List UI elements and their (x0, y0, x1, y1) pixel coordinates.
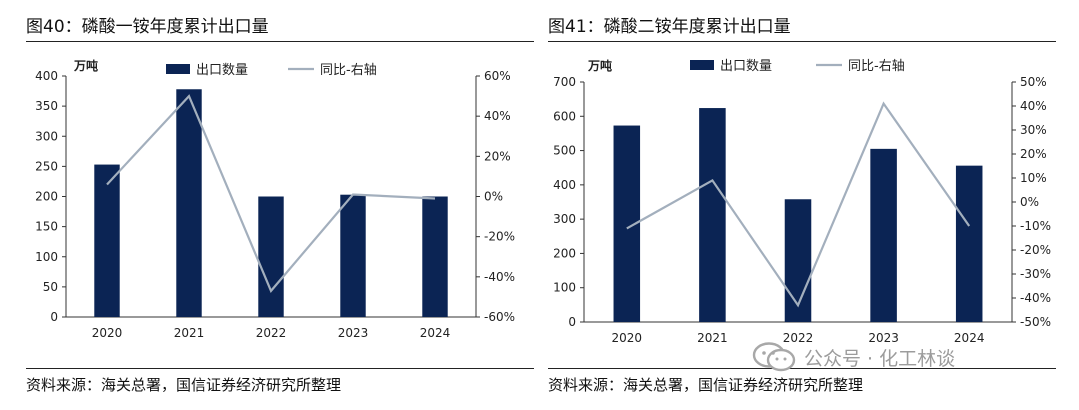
y-left-tick-label: 400 (35, 69, 58, 83)
title-divider (26, 41, 534, 42)
source-divider (548, 368, 1056, 369)
y-right-tick-label: -60% (484, 310, 515, 324)
title-divider (548, 41, 1056, 42)
unit-label: 万吨 (587, 58, 612, 73)
y-right-tick-label: -20% (484, 230, 515, 244)
y-left-tick-label: 200 (35, 190, 58, 204)
legend-line-label: 同比-右轴 (848, 59, 905, 74)
x-tick-label: 2024 (954, 331, 985, 345)
y-left-tick-label: 100 (35, 250, 58, 264)
x-tick-label: 2020 (612, 331, 643, 345)
x-tick-label: 2023 (868, 331, 899, 345)
y-left-tick-label: 50 (43, 280, 58, 294)
figure-source: 资料来源：海关总署，国信证券经济研究所整理 (548, 376, 864, 394)
x-tick-label: 2020 (92, 326, 123, 340)
export-chart-map: 万吨 0 50 100 150 200 250 300 350 400 -60% -40% -20% 0%… (35, 58, 515, 340)
unit-label: 万吨 (73, 58, 98, 73)
bar-2024 (422, 196, 448, 317)
y-right-tick-label: 20% (1020, 147, 1047, 161)
y-left-tick-label: 400 (553, 178, 576, 192)
legend-line-label: 同比-右轴 (320, 63, 377, 78)
y-right-tick-label: 0% (484, 190, 503, 204)
y-left-tick-label: 500 (553, 144, 576, 158)
bar-2021 (699, 108, 726, 322)
x-tick-label: 2021 (697, 331, 728, 345)
source-divider (26, 368, 534, 369)
y-left-tick-label: 700 (553, 75, 576, 89)
y-right-tick-label: -10% (1020, 219, 1051, 233)
legend-bar-swatch (166, 64, 190, 74)
y-right-tick-label: 40% (1020, 99, 1047, 113)
figure-40: 图40：磷酸一铵年度累计出口量 万吨 0 50 100 150 200 250 300 350 4… (26, 0, 534, 410)
y-right-tick-label: 60% (484, 69, 511, 83)
bar-2022 (784, 199, 812, 322)
figure-title: 图40：磷酸一铵年度累计出口量 (26, 17, 269, 37)
x-tick-label: 2021 (174, 326, 205, 340)
y-right-tick-label: -40% (1020, 291, 1051, 305)
bar-2021 (176, 89, 202, 317)
bar-2023 (340, 194, 366, 317)
y-right-tick-label: 10% (1020, 171, 1047, 185)
legend-bar-label: 出口数量 (196, 63, 248, 78)
y-right-tick-label: -30% (1020, 267, 1051, 281)
legend-bar-label: 出口数量 (720, 59, 772, 74)
y-left-tick-label: 0 (50, 310, 58, 324)
y-right-tick-label: -20% (1020, 243, 1051, 257)
y-right-tick-label: 30% (1020, 123, 1047, 137)
y-right-tick-label: 0% (1020, 195, 1039, 209)
y-right-tick-label: 20% (484, 149, 511, 163)
y-left-tick-label: 0 (568, 315, 576, 329)
y-left-tick-label: 300 (553, 212, 576, 226)
export-chart-dap: 万吨 0 100 200 300 400 500 600 700 -50% -40% -30% -20%… (553, 58, 1051, 345)
bar-2020 (94, 164, 120, 317)
x-tick-label: 2023 (338, 326, 369, 340)
legend-bar-swatch (690, 60, 714, 70)
y-left-tick-label: 100 (553, 281, 576, 295)
bar-2023 (870, 148, 897, 322)
y-right-tick-label: 40% (484, 109, 511, 123)
y-left-tick-label: 300 (35, 129, 58, 143)
y-left-tick-label: 250 (35, 159, 58, 173)
figure-source: 资料来源：海关总署，国信证券经济研究所整理 (26, 376, 342, 394)
x-tick-label: 2024 (420, 326, 451, 340)
y-right-tick-label: -50% (1020, 315, 1051, 329)
bar-2024 (955, 165, 983, 322)
figure-41: 图41：磷酸二铵年度累计出口量 万吨 0 100 200 300 400 500 600 700… (548, 0, 1056, 410)
wechat-icon (752, 342, 796, 372)
y-left-tick-label: 600 (553, 109, 576, 123)
x-tick-label: 2022 (783, 331, 814, 345)
y-left-tick-label: 350 (35, 99, 58, 113)
y-left-tick-label: 150 (35, 220, 58, 234)
y-right-tick-label: 50% (1020, 75, 1047, 89)
figure-title: 图41：磷酸二铵年度累计出口量 (548, 17, 791, 37)
bar-2022 (258, 196, 284, 317)
watermark-text: 公众号 · 化工林谈 (804, 348, 956, 370)
x-tick-label: 2022 (256, 326, 287, 340)
y-left-tick-label: 200 (553, 246, 576, 260)
y-right-tick-label: -40% (484, 270, 515, 284)
